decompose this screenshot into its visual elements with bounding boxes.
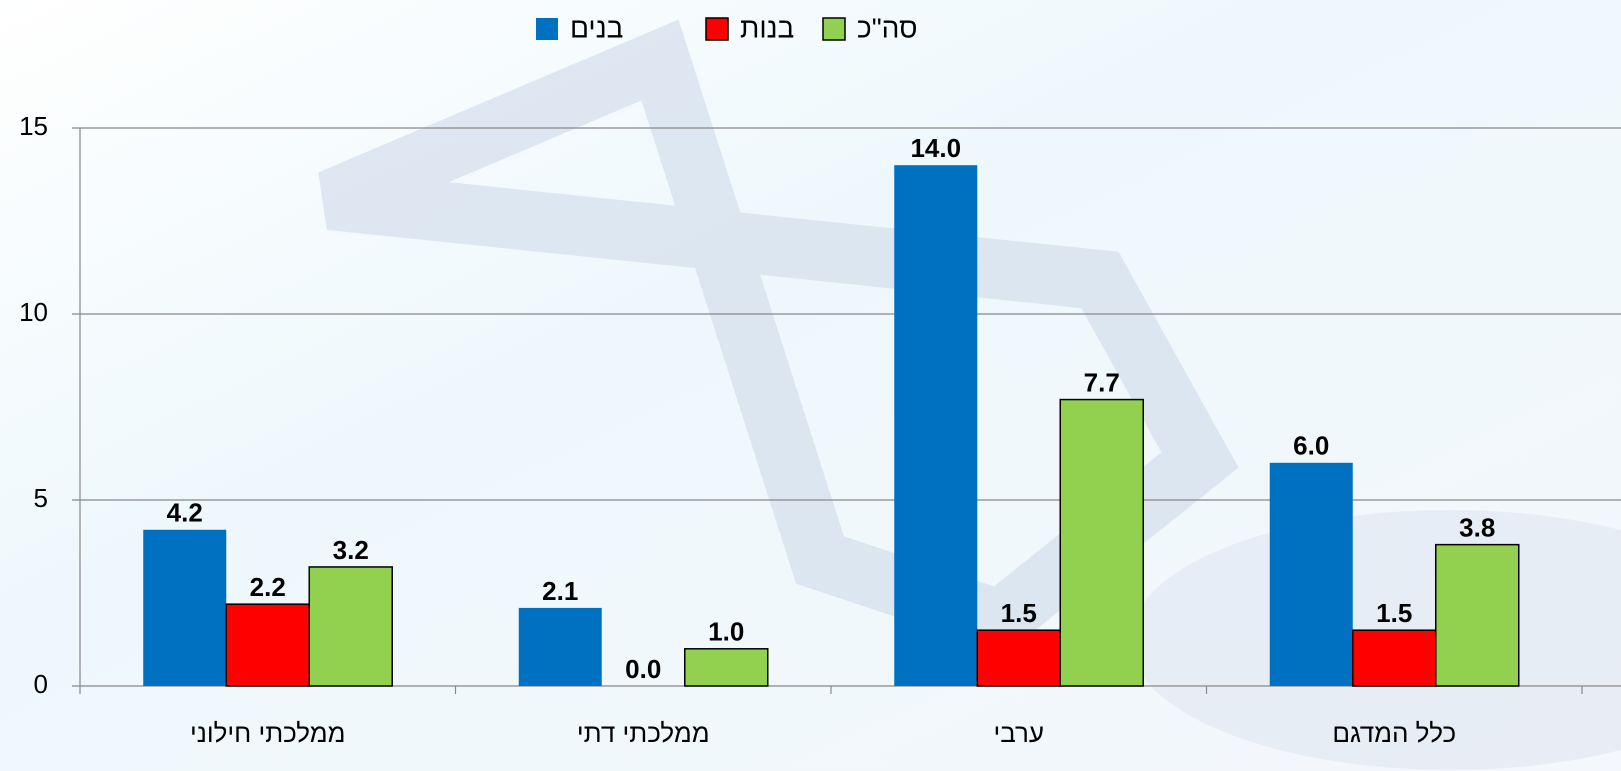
bar [976, 629, 1061, 687]
value-label: 3.8 [1459, 513, 1495, 543]
bar [1352, 629, 1437, 687]
value-label: 2.2 [250, 572, 286, 602]
value-label: 1.0 [708, 617, 744, 647]
legend-label: בנות [740, 12, 794, 43]
bar [518, 607, 602, 686]
x-tick-label: ממלכתי חילוני [190, 718, 346, 748]
bar [143, 529, 227, 686]
x-tick-label: ערבי [993, 718, 1044, 748]
bar [1059, 398, 1144, 687]
value-label: 1.5 [1376, 598, 1412, 628]
watermark [318, 19, 1239, 654]
legend-label: סה"כ [857, 12, 917, 43]
y-tick-label: 15 [19, 111, 48, 141]
bar [1435, 543, 1520, 687]
bar [225, 603, 310, 687]
legend-label: בנים [570, 12, 623, 43]
value-label: 7.7 [1084, 367, 1120, 397]
value-label: 1.5 [1001, 598, 1037, 628]
bar [684, 648, 769, 687]
value-label: 3.2 [333, 535, 369, 565]
y-tick-label: 10 [19, 297, 48, 327]
legend-swatch [536, 18, 558, 40]
legend-swatch [822, 17, 846, 41]
bar [894, 165, 978, 686]
x-tick-label: כלל המדגם [1332, 718, 1456, 748]
bar [1269, 462, 1353, 686]
legend-swatch [705, 17, 729, 41]
y-tick-label: 5 [34, 483, 48, 513]
value-label: 2.1 [542, 576, 578, 606]
value-label: 4.2 [167, 498, 203, 528]
value-label: 6.0 [1293, 431, 1329, 461]
x-tick-label: ממלכתי דתי [577, 718, 710, 748]
value-label: 0.0 [625, 654, 661, 684]
value-label: 14.0 [910, 133, 961, 163]
y-tick-label: 0 [34, 669, 48, 699]
bar [308, 566, 393, 687]
